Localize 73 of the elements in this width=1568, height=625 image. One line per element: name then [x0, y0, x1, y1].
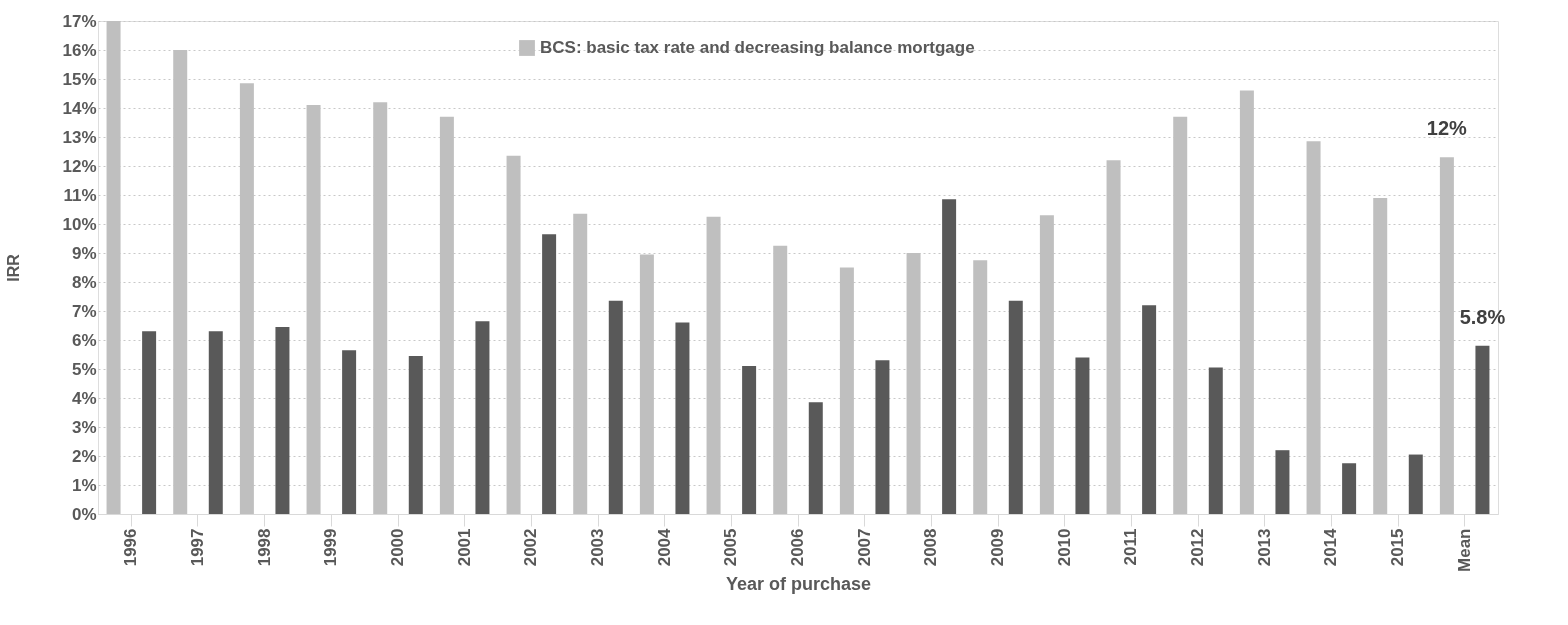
x-tick-label: 2009	[988, 528, 1007, 567]
y-tick-label: 15%	[62, 69, 97, 89]
bar	[1208, 367, 1223, 514]
bar	[742, 366, 757, 514]
x-tick-label: 2012	[1188, 528, 1207, 567]
data-label: 5.8%	[1459, 305, 1506, 328]
bar	[973, 260, 988, 514]
x-tick-label: 2000	[388, 528, 407, 567]
x-tick-label: 2001	[454, 528, 474, 567]
bar	[1475, 345, 1490, 514]
y-tick-label: 4%	[71, 388, 97, 408]
y-tick-label: 3%	[71, 417, 97, 437]
bar	[373, 102, 388, 514]
bar	[675, 322, 690, 514]
y-tick-label: 13%	[62, 127, 97, 147]
x-tick-label: 2004	[654, 527, 674, 567]
bar	[1075, 357, 1090, 514]
x-tick-label: 1998	[254, 528, 274, 567]
bar	[142, 331, 157, 514]
x-tick-label: 2002	[521, 528, 541, 567]
y-axis-title: IRR	[5, 253, 23, 282]
x-tick-label: 2006	[788, 528, 807, 567]
x-tick-label: 2013	[1254, 528, 1274, 567]
x-tick-label: 2011	[1121, 528, 1141, 566]
bar	[506, 155, 521, 514]
data-label: 12%	[1426, 117, 1468, 140]
y-tick-label: 0%	[71, 504, 97, 524]
y-tick-label: 7%	[71, 301, 97, 321]
x-tick-label: 2005	[721, 528, 741, 567]
bar	[1373, 197, 1388, 514]
bar	[1275, 450, 1290, 514]
y-tick-label: 14%	[62, 98, 97, 118]
legend-label: BCS: basic tax rate and decreasing balance mortgage	[540, 38, 975, 57]
bar	[608, 300, 623, 514]
bar	[1008, 300, 1023, 514]
x-tick-label: 1999	[321, 528, 341, 567]
y-tick-label: 2%	[71, 446, 97, 466]
x-tick-label: Mean	[1454, 528, 1474, 572]
y-tick-label: 16%	[62, 40, 97, 60]
x-tick-label: 1996	[121, 528, 141, 567]
bar	[773, 245, 788, 514]
bar	[542, 234, 557, 514]
bar	[1342, 463, 1357, 514]
bar	[408, 355, 423, 514]
y-tick-label: 9%	[71, 243, 97, 263]
y-tick-label: 17%	[62, 11, 97, 31]
bar	[1173, 116, 1188, 514]
y-tick-label: 6%	[71, 330, 97, 350]
bar	[1408, 454, 1423, 514]
x-tick-label: 2014	[1321, 527, 1341, 567]
bar	[208, 331, 223, 514]
x-tick-label: 2015	[1388, 528, 1407, 567]
x-tick-label: 2010	[1054, 528, 1074, 567]
bar	[475, 321, 490, 514]
x-tick-label: 2007	[854, 528, 874, 567]
x-tick-label: 1997	[188, 528, 207, 567]
bar	[875, 360, 890, 514]
x-axis-title: Year of purchase	[725, 573, 872, 594]
y-tick-label: 12%	[62, 156, 97, 176]
bar	[173, 50, 188, 514]
y-tick-label: 11%	[63, 185, 97, 205]
x-tick-label: 2003	[588, 528, 607, 567]
bar	[808, 402, 823, 514]
bar	[942, 199, 957, 514]
bar	[1142, 305, 1157, 514]
bar	[275, 326, 290, 514]
bar	[573, 213, 588, 514]
y-tick-label: 1%	[71, 475, 97, 495]
x-tick-label: 2008	[921, 528, 941, 567]
y-tick-label: 5%	[71, 359, 97, 379]
y-tick-label: 10%	[62, 214, 97, 234]
bar	[342, 350, 357, 514]
y-tick-label: 8%	[71, 272, 97, 292]
